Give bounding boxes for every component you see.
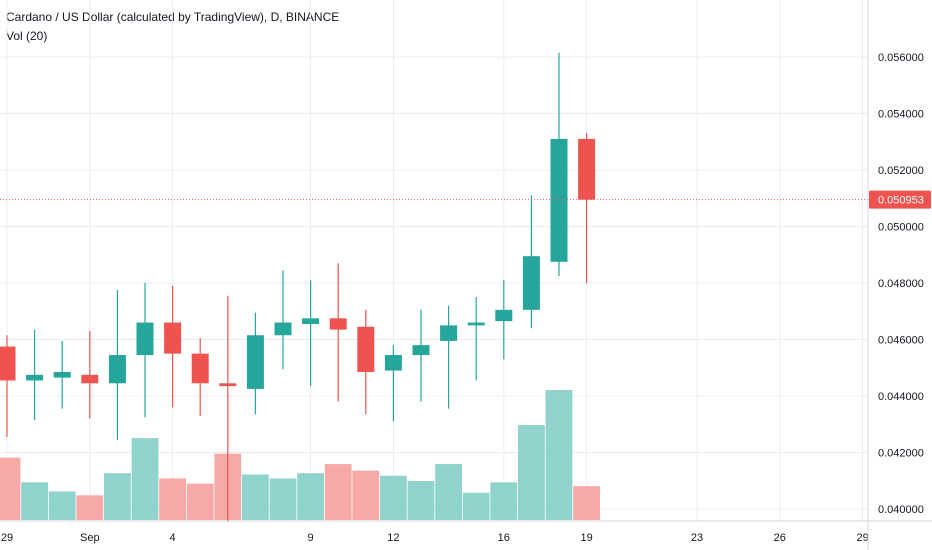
candle-body[interactable]	[136, 322, 154, 356]
volume-bar[interactable]	[21, 482, 48, 520]
y-tick-label: 0.044000	[878, 391, 924, 403]
y-tick-label: 0.052000	[878, 165, 924, 177]
y-tick-label: 0.056000	[878, 52, 924, 64]
candle-body[interactable]	[108, 355, 126, 384]
candle-body[interactable]	[53, 371, 71, 378]
volume-bar[interactable]	[545, 390, 573, 520]
x-tick-label: 9	[308, 532, 314, 544]
x-tick-label: 29	[1, 532, 13, 544]
candle-body[interactable]	[495, 309, 513, 322]
candle-body[interactable]	[274, 322, 292, 336]
y-tick-label: 0.050000	[878, 222, 924, 234]
candle-body[interactable]	[550, 138, 568, 262]
volume-bar[interactable]	[159, 478, 186, 520]
x-tick-label: 23	[691, 532, 703, 544]
candle-body[interactable]	[246, 335, 264, 389]
candle-body[interactable]	[357, 326, 375, 372]
volume-bar[interactable]	[490, 482, 518, 520]
last-price-label: 0.050953	[878, 195, 924, 207]
volume-bar[interactable]	[324, 464, 352, 520]
candle-body[interactable]	[0, 346, 16, 381]
volume-bar[interactable]	[0, 457, 21, 520]
volume-bar[interactable]	[48, 491, 76, 520]
volume-bar[interactable]	[352, 470, 380, 520]
candle-body[interactable]	[26, 374, 44, 381]
volume-bar[interactable]	[131, 438, 159, 520]
x-tick-label: 16	[498, 532, 510, 544]
volume-bar[interactable]	[435, 464, 462, 520]
x-tick-label: Sep	[80, 532, 100, 544]
volume-indicator-label[interactable]: Vol (20)	[6, 29, 48, 43]
candle-body[interactable]	[522, 256, 540, 310]
candle-body[interactable]	[302, 318, 320, 324]
candle-body[interactable]	[329, 318, 347, 330]
candle-body[interactable]	[467, 322, 485, 326]
volume-bar[interactable]	[242, 474, 269, 521]
y-tick-label: 0.040000	[878, 504, 924, 516]
candle-body[interactable]	[81, 374, 99, 384]
x-tick-label: 26	[774, 532, 786, 544]
volume-bar[interactable]	[297, 473, 324, 520]
candle-body[interactable]	[191, 353, 209, 384]
candle-body[interactable]	[164, 322, 182, 354]
volume-bar[interactable]	[186, 483, 214, 520]
candle-body[interactable]	[219, 383, 237, 387]
x-tick-label: 12	[387, 532, 399, 544]
candle-body[interactable]	[384, 355, 402, 371]
y-tick-label: 0.048000	[878, 278, 924, 290]
volume-bar[interactable]	[407, 481, 435, 520]
x-tick-label: 19	[580, 532, 592, 544]
volume-bar[interactable]	[76, 495, 104, 520]
volume-bar[interactable]	[380, 475, 407, 520]
y-tick-label: 0.054000	[878, 109, 924, 121]
volume-bar[interactable]	[518, 425, 545, 520]
volume-bar[interactable]	[573, 486, 600, 520]
last-price-tag	[869, 190, 931, 209]
candle-body[interactable]	[412, 345, 430, 356]
x-tick-label: 29	[856, 532, 868, 544]
x-tick-label: 4	[170, 532, 176, 544]
candle-body[interactable]	[440, 325, 458, 341]
volume-bar[interactable]	[269, 478, 297, 520]
volume-bar[interactable]	[104, 473, 131, 520]
volume-bar[interactable]	[462, 492, 490, 520]
y-tick-label: 0.046000	[878, 335, 924, 347]
candle-body[interactable]	[578, 138, 596, 200]
y-tick-label: 0.042000	[878, 448, 924, 460]
